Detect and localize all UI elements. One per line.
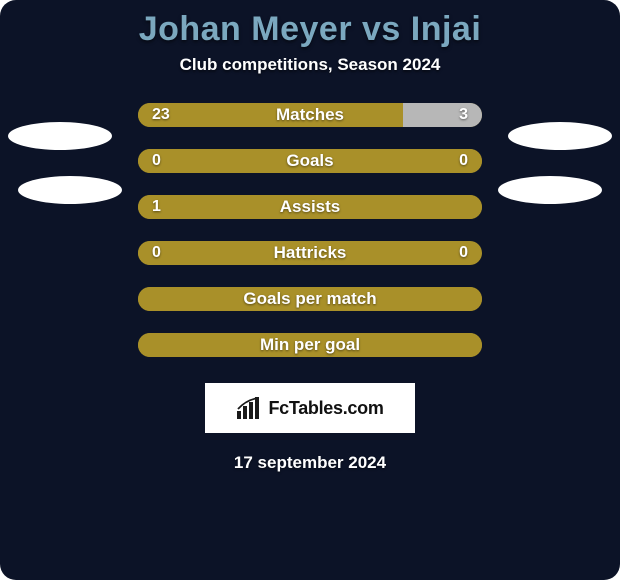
stat-value-left: 0 <box>152 152 161 170</box>
card-subtitle: Club competitions, Season 2024 <box>180 55 441 75</box>
stat-label: Goals <box>286 151 333 171</box>
stat-label: Hattricks <box>274 243 347 263</box>
logo-box: FcTables.com <box>205 383 415 433</box>
stat-label: Goals per match <box>243 289 376 309</box>
stat-row: Goals 0 0 <box>0 149 620 173</box>
stat-bar: Assists 1 <box>138 195 482 219</box>
stat-row: Goals per match <box>0 287 620 311</box>
stat-row: Matches 23 3 <box>0 103 620 127</box>
stat-row: Min per goal <box>0 333 620 357</box>
stat-bar: Min per goal <box>138 333 482 357</box>
stat-label: Assists <box>280 197 340 217</box>
bar-right <box>403 103 482 127</box>
stat-label: Matches <box>276 105 344 125</box>
team-right-badge <box>498 176 602 204</box>
stat-value-right: 0 <box>459 244 468 262</box>
stat-value-left: 1 <box>152 198 161 216</box>
player-right-badge <box>508 122 612 150</box>
bar-left <box>138 103 403 127</box>
fctables-logo-icon <box>236 397 262 419</box>
stat-value-right: 3 <box>459 106 468 124</box>
logo-text: FcTables.com <box>268 398 383 419</box>
stat-bar: Goals per match <box>138 287 482 311</box>
stat-label: Min per goal <box>260 335 360 355</box>
stat-bar: Hattricks 0 0 <box>138 241 482 265</box>
stat-bar: Goals 0 0 <box>138 149 482 173</box>
stat-value-left: 0 <box>152 244 161 262</box>
card-title: Johan Meyer vs Injai <box>139 10 482 49</box>
stat-bar: Matches 23 3 <box>138 103 482 127</box>
stat-row: Hattricks 0 0 <box>0 241 620 265</box>
comparison-card: Johan Meyer vs Injai Club competitions, … <box>0 0 620 580</box>
date-label: 17 september 2024 <box>234 453 386 473</box>
team-left-badge <box>18 176 122 204</box>
stat-value-left: 23 <box>152 106 170 124</box>
player-left-badge <box>8 122 112 150</box>
stat-value-right: 0 <box>459 152 468 170</box>
card-inner: Johan Meyer vs Injai Club competitions, … <box>0 0 620 473</box>
